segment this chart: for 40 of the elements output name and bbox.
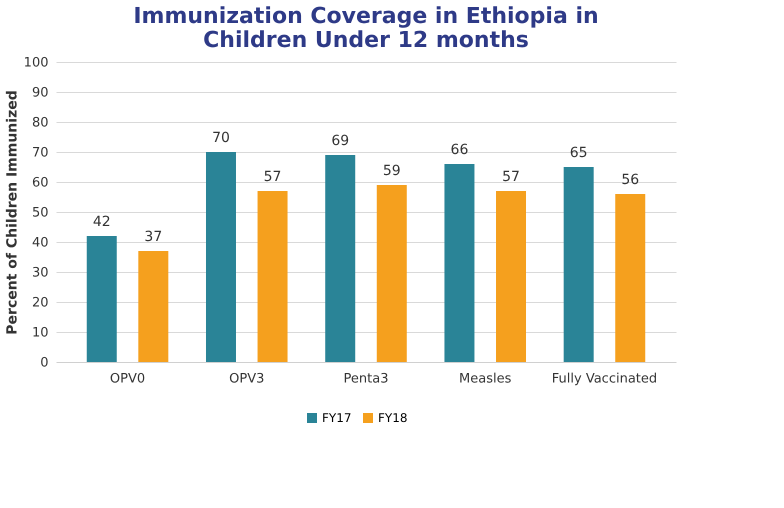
bar	[564, 167, 594, 362]
y-tick-label: 70	[32, 146, 48, 160]
x-tick-label: Fully Vaccinated	[552, 372, 658, 386]
data-label: 59	[382, 163, 401, 179]
x-tick-label: Penta3	[344, 372, 388, 386]
y-tick-label: 10	[32, 326, 48, 340]
y-tick-label: 50	[32, 206, 48, 220]
data-label: 69	[331, 133, 350, 149]
x-tick-label: OPV0	[110, 372, 146, 386]
y-tick-label: 30	[32, 266, 48, 280]
bar	[86, 236, 117, 362]
chart-title: Immunization Coverage in Ethiopia in Children Under 12 months	[133, 4, 599, 53]
x-tick-label: OPV3	[229, 372, 264, 386]
y-tick-label: 80	[32, 116, 48, 130]
bar	[258, 191, 288, 362]
bar	[444, 164, 474, 362]
bar	[615, 194, 646, 362]
legend-label: FY17	[322, 411, 352, 425]
y-tick-label: 40	[32, 236, 48, 250]
y-tick-label: 0	[40, 356, 48, 370]
bar	[325, 155, 356, 362]
x-tick-label: Measles	[459, 372, 512, 386]
data-label: 66	[450, 142, 468, 158]
data-label: 65	[570, 145, 588, 161]
y-tick-label: 100	[24, 56, 48, 70]
data-label: 42	[92, 214, 111, 230]
data-label: 37	[144, 229, 162, 245]
data-label: 56	[621, 172, 640, 188]
data-label: 57	[264, 169, 282, 185]
y-axis-title: Percent of Children Immunized	[4, 90, 21, 335]
y-tick-label: 60	[32, 176, 48, 190]
bar	[206, 152, 236, 362]
bar	[496, 191, 526, 362]
data-label: 57	[502, 169, 520, 185]
y-tick-label: 20	[32, 296, 48, 310]
data-label: 70	[212, 130, 230, 146]
y-tick-label: 90	[32, 86, 48, 100]
legend-label: FY18	[378, 411, 408, 425]
bar	[376, 185, 407, 362]
bar	[138, 251, 168, 362]
